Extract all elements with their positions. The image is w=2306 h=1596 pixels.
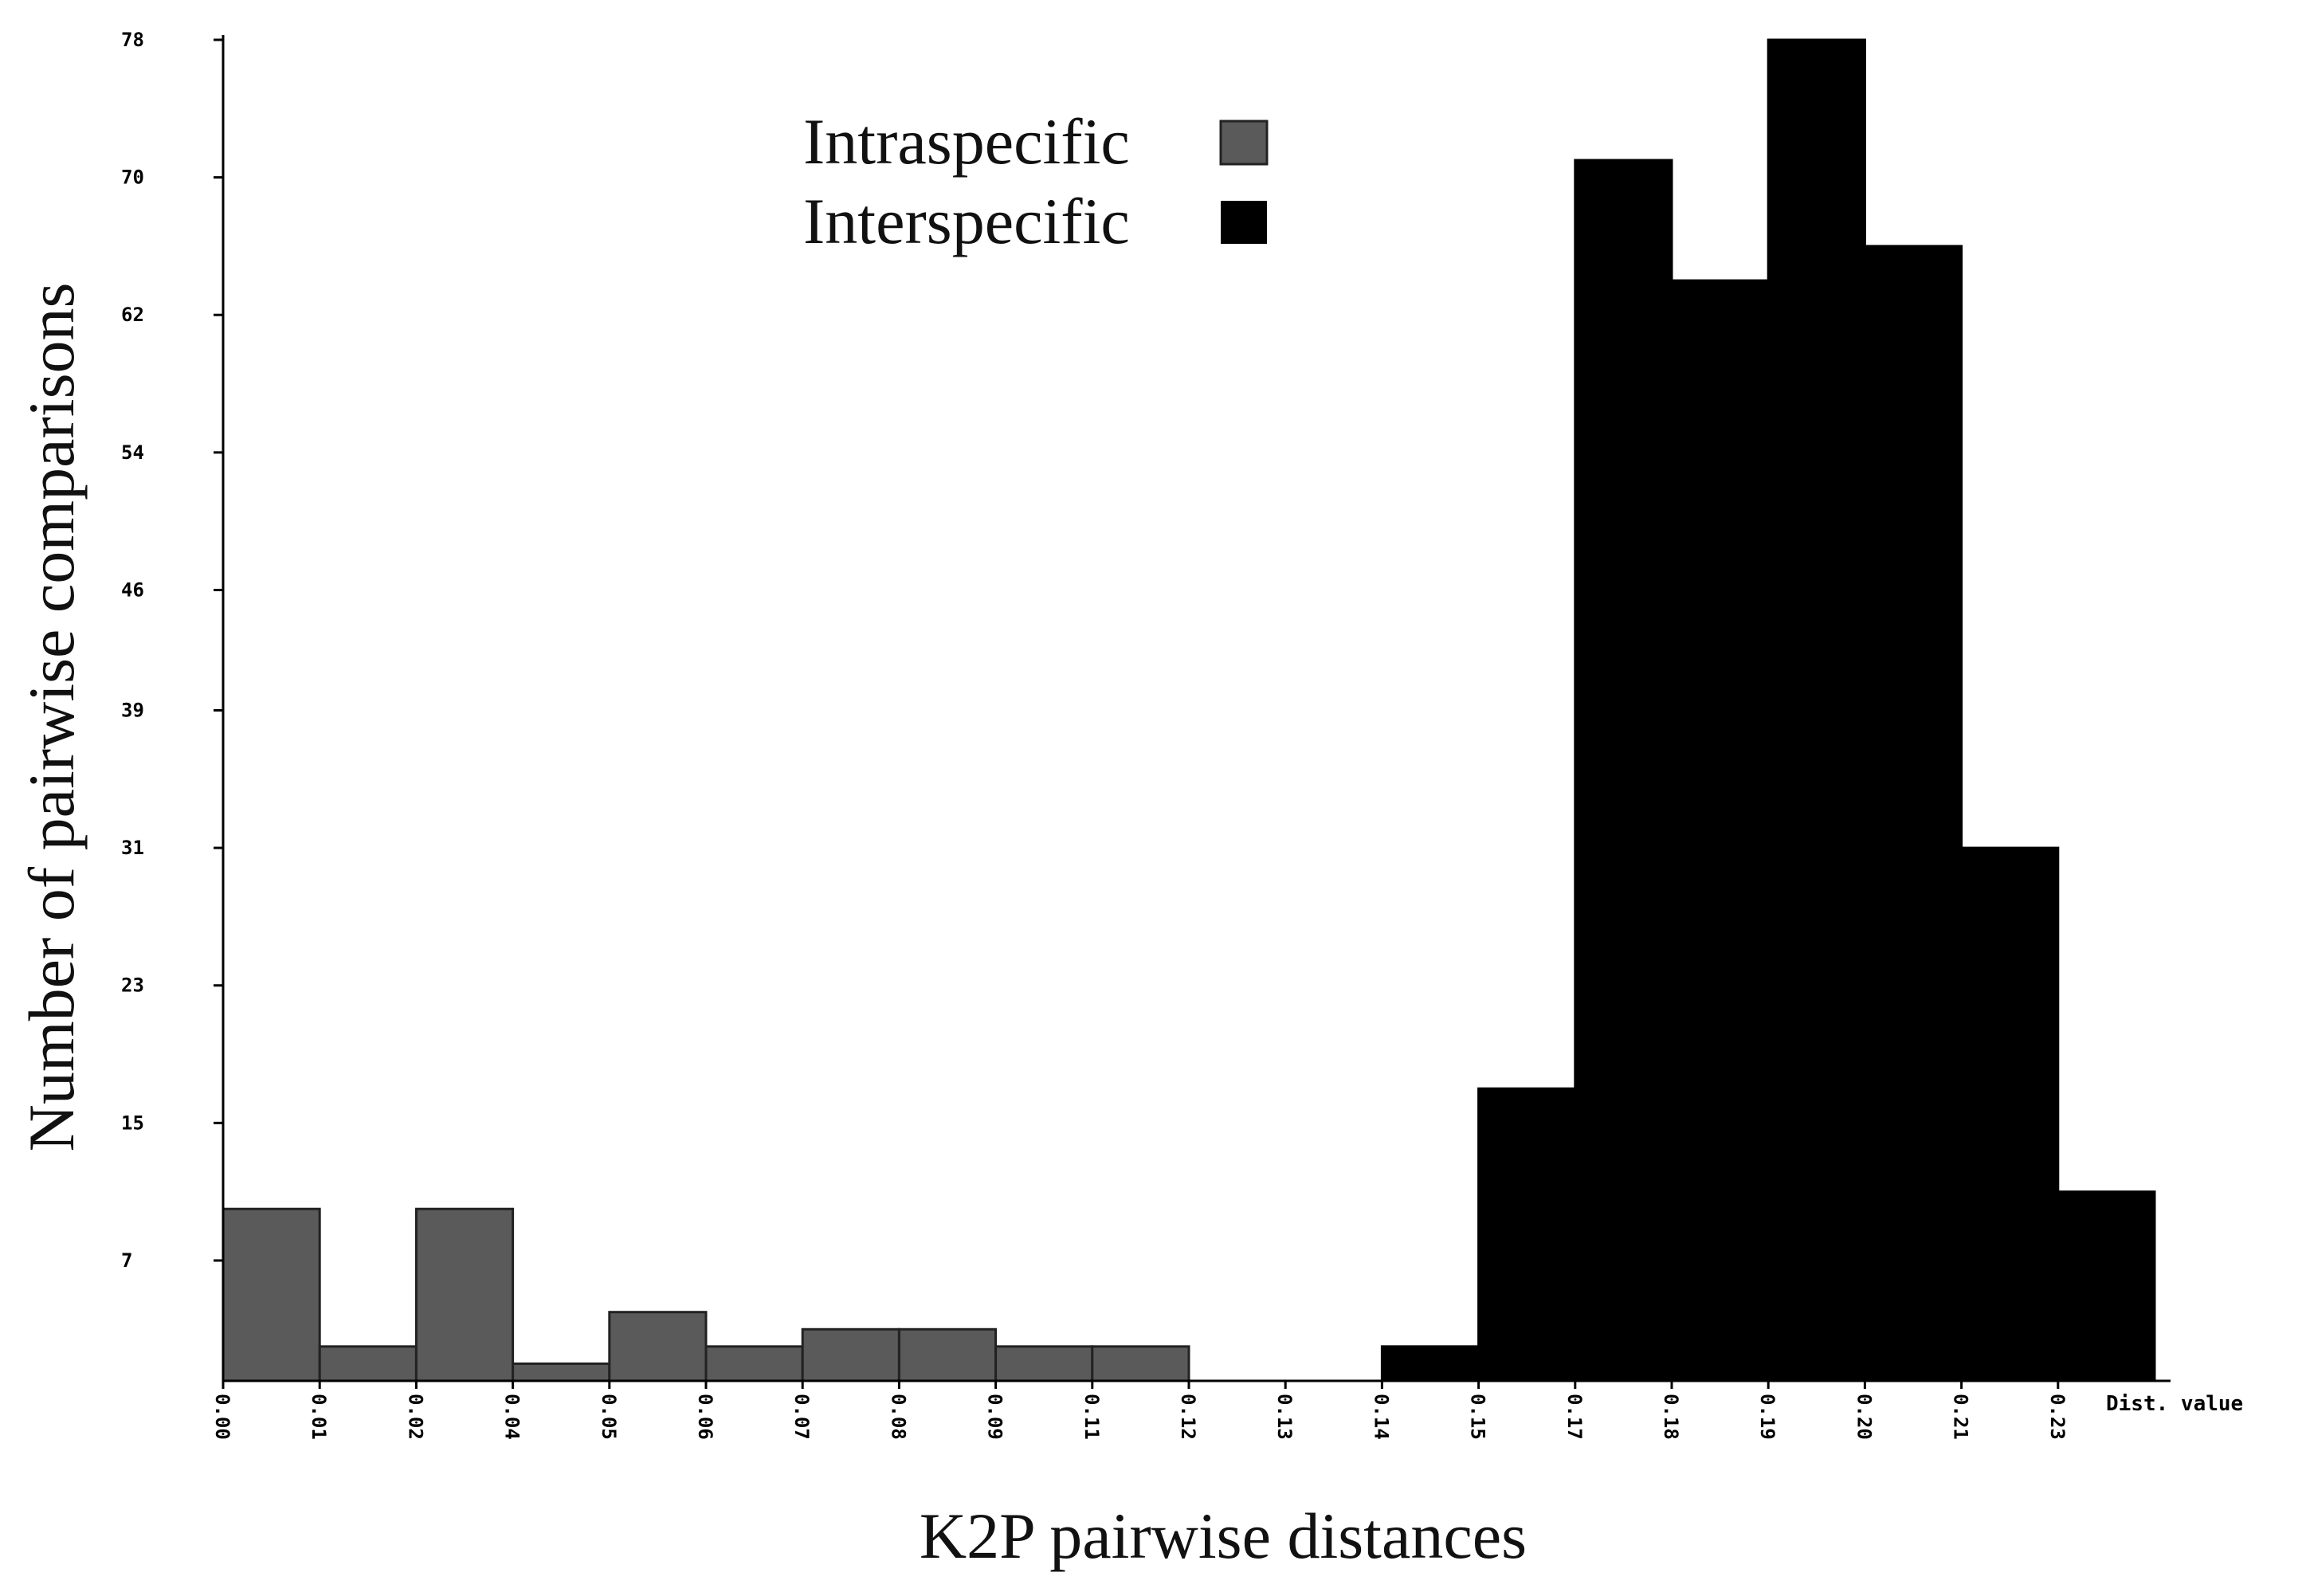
interspecific-bar-0.15 [1477,1087,1577,1382]
x-tick-label: 0.05 [598,1394,620,1440]
x-tick-label: 0.21 [1950,1394,1972,1440]
x-tick-label: 0.17 [1563,1394,1586,1440]
y-tick-label: 23 [121,974,144,997]
x-tick-label: 0.00 [211,1394,233,1440]
intraspecific-bar-0.00 [222,1207,321,1382]
legend: Intraspecific Interspecific [803,105,1269,257]
x-tick-label: 0.02 [404,1394,426,1440]
intraspecific-bar-0.02 [414,1207,515,1382]
x-tick-label: 0.11 [1080,1394,1103,1440]
y-ticks-group: 7 15 23 31 39 46 54 62 70 78 [121,29,223,1272]
interspecific-bar-0.18 [1670,279,1770,1382]
interspecific-bar-0.19 [1767,38,1866,1382]
legend-swatch-intraspecific [1219,120,1269,166]
intraspecific-bar-0.08 [897,1327,998,1382]
x-tick-label: 0.15 [1467,1394,1489,1440]
axes-group [222,35,2171,1382]
x-axis-title: K2P pairwise distances [920,1500,1527,1572]
intraspecific-bar-0.05 [608,1311,708,1382]
bars-group [222,38,2156,1382]
intraspecific-bar-0.04 [512,1362,611,1382]
x-tick-label: 0.04 [501,1394,524,1440]
intraspecific-bar-0.11 [1091,1345,1190,1382]
x-tick-label: 0.01 [308,1394,330,1440]
legend-label-intraspecific: Intraspecific [803,105,1130,178]
intraspecific-bar-0.01 [318,1345,418,1382]
y-tick-label: 54 [121,441,144,464]
x-tick-label: 0.14 [1370,1394,1392,1440]
intraspecific-bar-0.06 [704,1345,804,1382]
x-tick-label: 0.13 [1273,1394,1296,1440]
y-axis-title: Number of pairwise comparisons [15,283,88,1152]
x-tick-label: 0.08 [887,1394,909,1440]
x-tick-label: 0.18 [1660,1394,1682,1440]
interspecific-bar-0.20 [1863,245,1963,1382]
x-tick-label: 0.23 [2046,1394,2069,1440]
intraspecific-bar-0.09 [994,1345,1094,1382]
y-tick-label: 15 [121,1112,144,1134]
y-tick-label: 31 [121,837,144,859]
interspecific-bar-0.23 [2057,1190,2156,1382]
x-tick-label: 0.20 [1853,1394,1875,1440]
y-tick-label: 46 [121,578,144,601]
interspecific-bar-0.14 [1380,1345,1480,1382]
x-tick-label: 0.07 [790,1394,813,1440]
x-ticks-group: 0.00 0.01 0.02 0.04 0.05 0.06 0.07 0.08 0.09 0.11… [211,1381,2069,1440]
y-tick-label: 39 [121,700,144,722]
intraspecific-bar-0.07 [801,1327,900,1382]
x-tick-label: 0.09 [984,1394,1006,1440]
legend-swatch-interspecific [1221,201,1267,244]
x-tick-label: 0.12 [1177,1394,1199,1440]
x-tick-label: 0.06 [694,1394,716,1440]
y-tick-label: 62 [121,304,144,326]
interspecific-bar-0.21 [1960,846,2060,1382]
x-tick-label: 0.19 [1756,1394,1779,1440]
legend-label-interspecific: Interspecific [803,185,1130,257]
y-tick-label: 78 [121,29,144,51]
y-tick-label: 70 [121,167,144,189]
interspecific-bar-0.17 [1574,159,1673,1382]
y-tick-label: 7 [121,1249,132,1272]
x-unit-label: Dist. value [2106,1392,2243,1416]
